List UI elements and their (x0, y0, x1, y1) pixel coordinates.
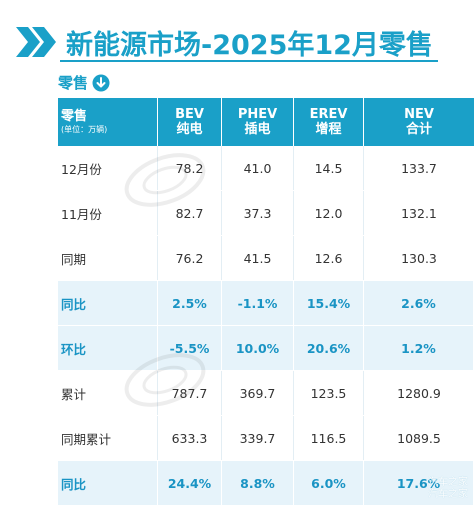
header-bev-code: BEV (175, 107, 204, 122)
header-erev-code: EREV (309, 107, 348, 122)
cell-nev: 1280.9 (397, 385, 441, 401)
table-row: 累计 787.7 369.7 123.5 1280.9 (58, 371, 474, 416)
cell-erev: 15.4% (294, 281, 364, 325)
row-label: 12月份 (58, 146, 158, 190)
cell-bev: 24.4% (158, 461, 222, 505)
cell-nev: 1089.5 (397, 430, 441, 446)
cell-bev: 2.5% (158, 281, 222, 325)
row-label: 同比 (58, 461, 158, 505)
double-chevron-right-icon (16, 27, 56, 57)
circle-arrow-down-icon (92, 74, 110, 91)
row-label: 同比 (58, 281, 158, 325)
cell-bev: 633.3 (158, 416, 222, 460)
cell-erev: 123.5 (294, 371, 364, 415)
cell-erev: 12.0 (294, 191, 364, 235)
row-label: 累计 (58, 371, 158, 415)
header-nev-code: NEV (404, 107, 434, 122)
table-row-highlight: 环比 -5.5% 10.0% 20.6% 1.2% (58, 326, 474, 371)
table-row: 11月份 82.7 37.3 12.0 132.1 (58, 191, 474, 236)
cell-erev: 20.6% (294, 326, 364, 370)
cell-bev: 82.7 (158, 191, 222, 235)
cell-bev: 76.2 (158, 236, 222, 280)
cell-erev: 116.5 (294, 416, 364, 460)
row-label: 同期累计 (58, 416, 158, 460)
cell-phev: 339.7 (222, 416, 294, 460)
corner-watermark: 汽车之家 汽车之家 (428, 477, 468, 501)
section-label-text: 零售 (58, 74, 89, 92)
header-cell-bev: BEV 纯电 (158, 98, 222, 146)
header-nev-name: 合计 (405, 122, 432, 137)
corner-watermark-line1: 汽车之家 (428, 477, 468, 488)
title-underline (60, 60, 438, 62)
cell-nev: 132.1 (401, 205, 437, 221)
header-phev-code: PHEV (237, 107, 278, 122)
row-label: 环比 (58, 326, 158, 370)
table-row: 同期累计 633.3 339.7 116.5 1089.5 (58, 416, 474, 461)
cell-phev: 10.0% (222, 326, 294, 370)
cell-phev: 37.3 (222, 191, 294, 235)
header-erev-name: 增程 (315, 122, 342, 137)
table-row-highlight: 同比 2.5% -1.1% 15.4% 2.6% (58, 281, 474, 326)
cell-bev: 787.7 (158, 371, 222, 415)
table-row-highlight: 同比 24.4% 8.8% 6.0% 17.6% (58, 461, 474, 506)
cell-nev: 1.2% (364, 326, 474, 370)
cell-phev: 41.5 (222, 236, 294, 280)
header-cell-label: 零售 (单位：万辆) (58, 98, 158, 146)
row-label: 同期 (58, 236, 158, 280)
cell-erev: 14.5 (294, 146, 364, 190)
corner-watermark-line2: 汽车之家 (428, 489, 468, 500)
cell-erev: 6.0% (294, 461, 364, 505)
table-row: 12月份 78.2 41.0 14.5 133.7 (58, 146, 474, 191)
table-header-row: 零售 (单位：万辆) BEV 纯电 PHEV 插电 EREV 增程 NEV 合计 (58, 98, 474, 146)
cell-bev: 78.2 (158, 146, 222, 190)
section-label: 零售 (58, 72, 110, 93)
header-phev-name: 插电 (244, 122, 271, 137)
cell-phev: 41.0 (222, 146, 294, 190)
retail-table: 零售 (单位：万辆) BEV 纯电 PHEV 插电 EREV 增程 NEV 合计… (58, 98, 474, 506)
header-cell-phev: PHEV 插电 (222, 98, 294, 146)
cell-nev: 133.7 (401, 160, 437, 176)
cell-phev: -1.1% (222, 281, 294, 325)
cell-bev: -5.5% (158, 326, 222, 370)
header-cell-nev: NEV 合计 (364, 98, 474, 146)
cell-phev: 8.8% (222, 461, 294, 505)
row-label: 11月份 (58, 191, 158, 235)
header-unit: (单位：万辆) (61, 125, 108, 134)
title-row: 新能源市场-2025年12月零售 (14, 22, 433, 62)
cell-erev: 12.6 (294, 236, 364, 280)
cell-phev: 369.7 (222, 371, 294, 415)
header-bev-name: 纯电 (176, 122, 203, 137)
header-cell-erev: EREV 增程 (294, 98, 364, 146)
cell-nev: 130.3 (401, 250, 437, 266)
table-row: 同期 76.2 41.5 12.6 130.3 (58, 236, 474, 281)
page-title: 新能源市场-2025年12月零售 (66, 29, 433, 61)
cell-nev: 2.6% (364, 281, 474, 325)
header-label-title: 零售 (61, 109, 88, 124)
